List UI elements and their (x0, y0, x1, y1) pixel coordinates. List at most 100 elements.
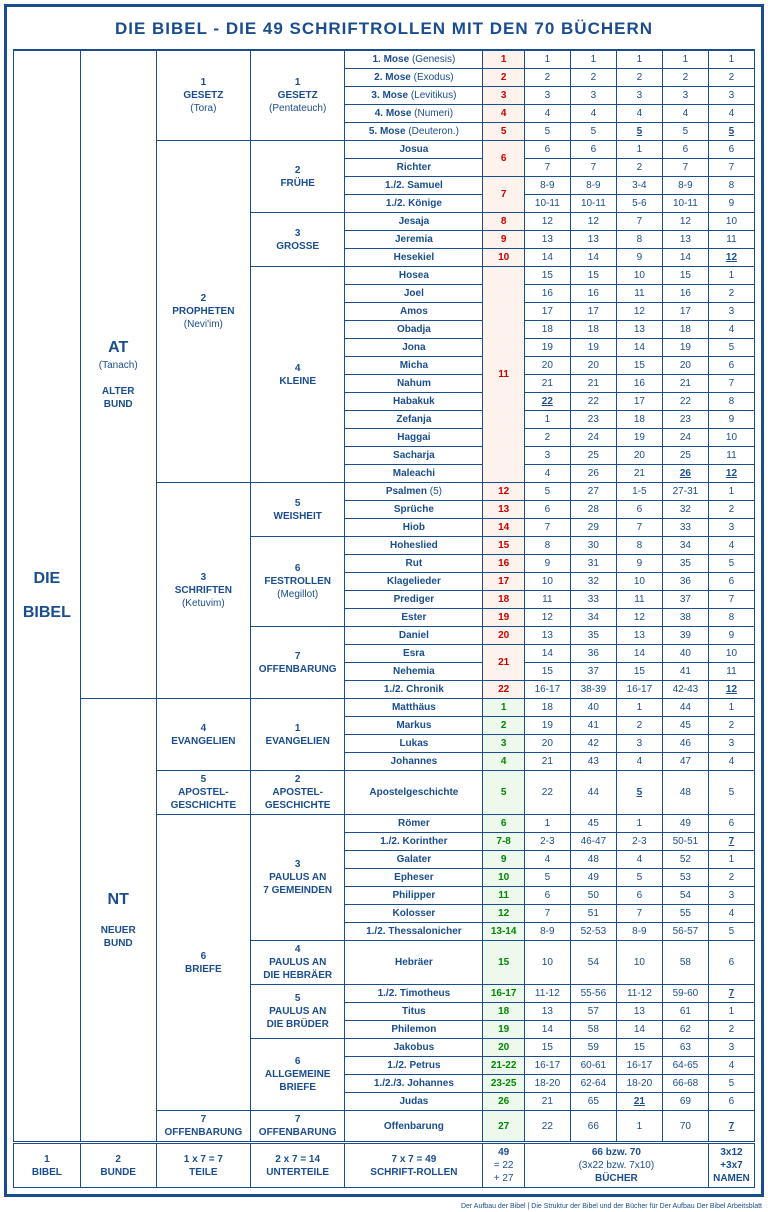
count-cell: 59 (570, 1039, 616, 1057)
scroll-number: 1 (483, 50, 524, 69)
count-cell: 58 (570, 1021, 616, 1039)
book-name: Epheser (345, 869, 483, 887)
count-cell: 1 (570, 50, 616, 69)
count-cell: 20 (524, 357, 570, 375)
count-cell: 26 (662, 465, 708, 483)
count-cell: 54 (570, 941, 616, 985)
book-name: Zefanja (345, 411, 483, 429)
count-cell: 3 (708, 887, 754, 905)
scroll-number: 2 (483, 69, 524, 87)
count-cell: 48 (570, 851, 616, 869)
count-cell: 2-3 (616, 833, 662, 851)
count-cell: 6 (524, 501, 570, 519)
count-cell: 51 (570, 905, 616, 923)
scroll-number: 27 (483, 1111, 524, 1143)
count-cell: 7 (524, 905, 570, 923)
scroll-number: 12 (483, 483, 524, 501)
count-cell: 33 (570, 591, 616, 609)
count-cell: 19 (616, 429, 662, 447)
book-name: Hiob (345, 519, 483, 537)
count-cell: 19 (570, 339, 616, 357)
count-cell: 38-39 (570, 681, 616, 699)
count-cell: 6 (708, 1093, 754, 1111)
count-cell: 1 (708, 851, 754, 869)
count-cell: 40 (570, 699, 616, 717)
count-cell: 62 (662, 1021, 708, 1039)
document-frame: DIE BIBEL - DIE 49 SCHRIFTROLLEN MIT DEN… (4, 4, 764, 1197)
count-cell: 1 (708, 267, 754, 285)
count-cell: 17 (662, 303, 708, 321)
book-name: Titus (345, 1003, 483, 1021)
col-subpart: 7OFFENBARUNG (251, 627, 345, 699)
count-cell: 4 (708, 1057, 754, 1075)
count-cell: 41 (570, 717, 616, 735)
count-cell: 7 (708, 985, 754, 1003)
count-cell: 46 (662, 735, 708, 753)
col-bible: DIEBIBEL (14, 50, 81, 1143)
scroll-number: 14 (483, 519, 524, 537)
count-cell: 3 (708, 1039, 754, 1057)
count-cell: 7 (708, 591, 754, 609)
count-cell: 6 (708, 573, 754, 591)
book-name: Kolosser (345, 905, 483, 923)
count-cell: 5 (662, 123, 708, 141)
scroll-number: 7 (483, 177, 524, 213)
count-cell: 45 (662, 717, 708, 735)
count-cell: 19 (662, 339, 708, 357)
count-cell: 69 (662, 1093, 708, 1111)
count-cell: 10 (616, 941, 662, 985)
count-cell: 10 (524, 573, 570, 591)
book-name: 1. Mose (Genesis) (345, 50, 483, 69)
count-cell: 8 (616, 231, 662, 249)
count-cell: 11 (616, 591, 662, 609)
book-name: 4. Mose (Numeri) (345, 105, 483, 123)
count-cell: 66 (570, 1111, 616, 1143)
col-subpart: 2APOSTEL-GESCHICHTE (251, 771, 345, 815)
book-name: Hesekiel (345, 249, 483, 267)
count-cell: 23 (570, 411, 616, 429)
count-cell: 6 (662, 141, 708, 159)
count-cell: 3 (662, 87, 708, 105)
bible-structure-table: DIEBIBELAT(Tanach)ALTERBUND1GESETZ(Tora)… (13, 49, 755, 1188)
count-cell: 6 (708, 815, 754, 833)
scroll-number: 3 (483, 735, 524, 753)
col-part: 1GESETZ(Tora) (156, 50, 250, 141)
count-cell: 10 (524, 941, 570, 985)
count-cell: 16-17 (524, 681, 570, 699)
book-name: Amos (345, 303, 483, 321)
scroll-number: 5 (483, 771, 524, 815)
count-cell: 8-9 (524, 177, 570, 195)
count-cell: 6 (524, 141, 570, 159)
count-cell: 2 (708, 717, 754, 735)
count-cell: 49 (570, 869, 616, 887)
col-subpart: 5WEISHEIT (251, 483, 345, 537)
book-name: Sprüche (345, 501, 483, 519)
count-cell: 1 (708, 483, 754, 501)
count-cell: 18 (662, 321, 708, 339)
count-cell: 2 (708, 69, 754, 87)
count-cell: 21 (662, 375, 708, 393)
count-cell: 14 (662, 249, 708, 267)
count-cell: 6 (616, 501, 662, 519)
col-subpart: 1GESETZ(Pentateuch) (251, 50, 345, 141)
footer-cell: 1 x 7 = 7TEILE (156, 1143, 250, 1188)
count-cell: 1 (616, 141, 662, 159)
count-cell: 37 (662, 591, 708, 609)
book-name: Jakobus (345, 1039, 483, 1057)
count-cell: 7 (616, 905, 662, 923)
count-cell: 50 (570, 887, 616, 905)
count-cell: 12 (616, 303, 662, 321)
count-cell: 4 (708, 905, 754, 923)
count-cell: 13 (524, 1003, 570, 1021)
count-cell: 58 (662, 941, 708, 985)
count-cell: 1 (616, 1111, 662, 1143)
count-cell: 50-51 (662, 833, 708, 851)
count-cell: 20 (616, 447, 662, 465)
count-cell: 10-11 (662, 195, 708, 213)
book-name: 1./2. Samuel (345, 177, 483, 195)
count-cell: 12 (708, 465, 754, 483)
count-cell: 7 (662, 159, 708, 177)
count-cell: 21 (524, 375, 570, 393)
count-cell: 12 (524, 213, 570, 231)
count-cell: 8-9 (570, 177, 616, 195)
